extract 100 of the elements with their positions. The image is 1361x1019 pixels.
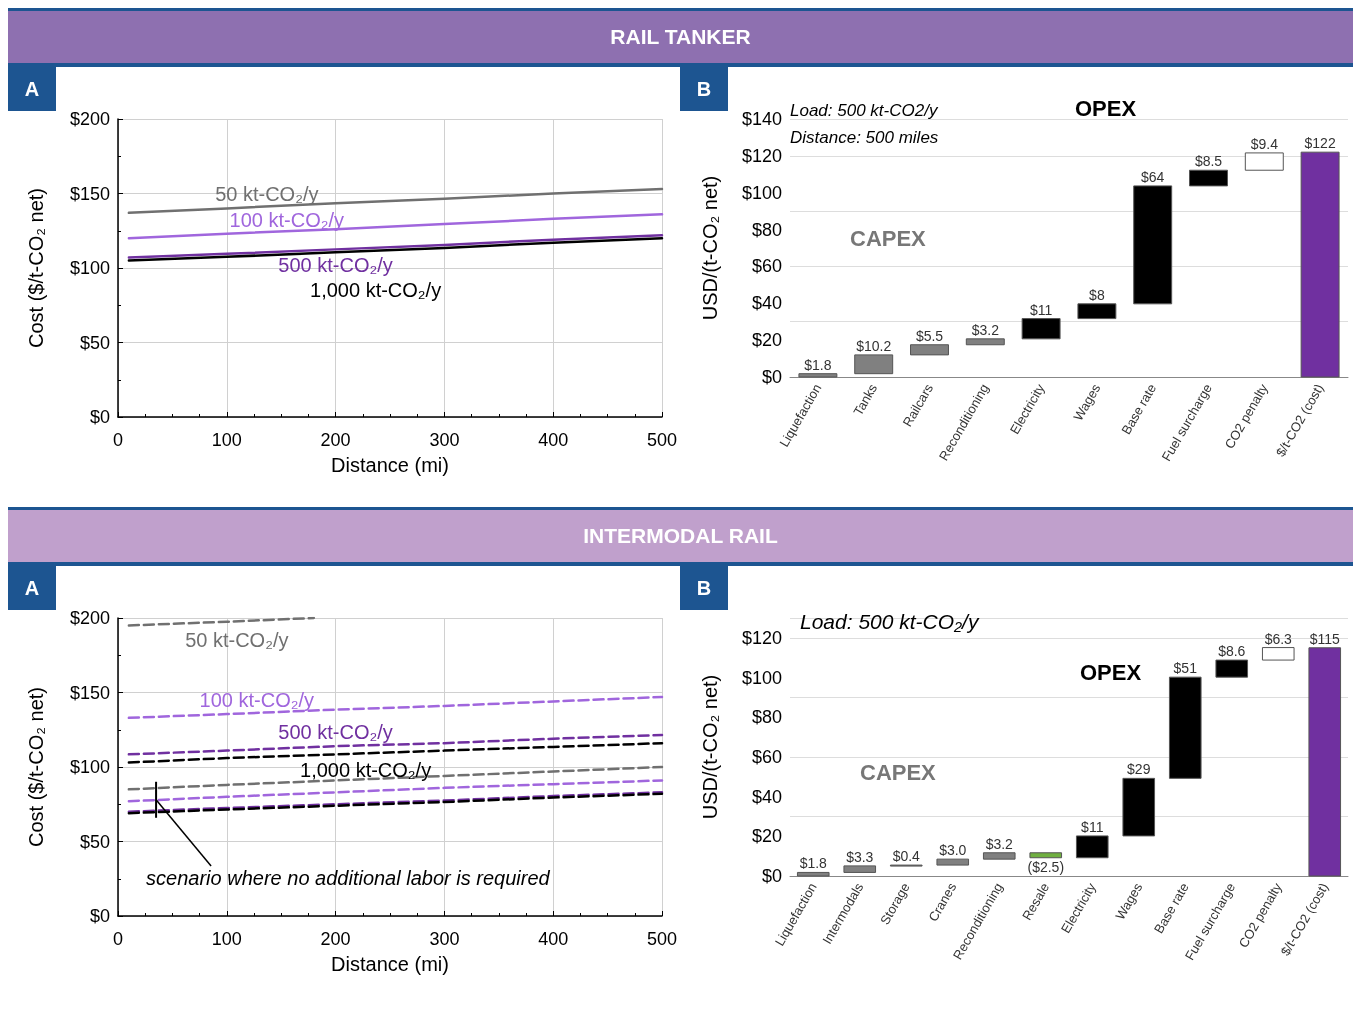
bar	[1215, 659, 1249, 678]
x-tick-label: 0	[112, 430, 124, 450]
annotation: CAPEX	[850, 225, 927, 251]
y-tick-label: $0	[761, 367, 782, 387]
y-tick-label: $200	[69, 109, 110, 129]
data-label: $8.6	[1218, 643, 1246, 660]
x-tick-label: 200	[320, 929, 351, 949]
x-tick-label: 100	[211, 430, 242, 450]
y-axis-title: Cost ($/t-CO₂ net)	[25, 686, 47, 848]
series-label: 1,000 kt-CO₂/y	[300, 759, 432, 782]
y-axis-title: Cost ($/t-CO₂ net)	[25, 187, 47, 349]
bar	[843, 865, 877, 873]
data-label: ($2.5)	[1027, 858, 1065, 875]
y-axis-title: USD/(t-CO₂ net)	[699, 175, 721, 321]
data-label: $64	[1141, 168, 1165, 185]
y-tick-label: $50	[79, 332, 110, 353]
data-label: $8.5	[1194, 153, 1223, 170]
bar	[1075, 835, 1109, 859]
y-tick-label: $0	[761, 866, 782, 886]
series-label: 1,000 kt-CO₂/y	[310, 279, 442, 302]
y-tick-label: $140	[741, 109, 782, 129]
data-label: $51	[1173, 660, 1198, 677]
series-label: 100 kt-CO₂/y	[229, 208, 345, 231]
y-tick-label: $60	[751, 746, 782, 767]
annotation: Load: 500 kt-CO₂/y	[800, 610, 980, 633]
chart-subtitle: A	[8, 566, 56, 610]
y-tick-label: $150	[69, 183, 110, 204]
y-tick-label: $100	[741, 182, 782, 203]
y-tick-label: $50	[79, 831, 110, 852]
y-tick-label: $100	[741, 667, 782, 688]
x-axis-title: Distance (mi)	[331, 953, 449, 975]
data-label: $29	[1127, 761, 1151, 778]
data-label: $1.8	[799, 855, 828, 872]
data-label: $3.2	[971, 321, 1000, 338]
y-tick-label: $150	[69, 682, 110, 703]
x-tick-label: 100	[211, 929, 242, 949]
bar	[965, 338, 1005, 346]
y-tick-label: $20	[751, 826, 782, 847]
y-axis-title: USD/(t-CO₂ net)	[699, 674, 721, 820]
data-label: $122	[1304, 135, 1336, 152]
y-tick-label: $0	[89, 407, 110, 427]
y-tick-label: $40	[751, 293, 782, 314]
data-label: $1.8	[804, 356, 832, 373]
bar	[1077, 303, 1117, 320]
y-tick-label: $80	[751, 707, 782, 728]
bar	[1168, 676, 1202, 779]
chart-subtitle: B	[680, 566, 728, 610]
bar	[1244, 152, 1284, 171]
annotation: Load: 500 kt-CO2/y	[790, 101, 939, 120]
data-label: $3.2	[985, 835, 1014, 852]
bar	[982, 852, 1016, 860]
annotation: Distance: 500 miles	[790, 128, 939, 147]
x-tick-label: 200	[320, 430, 351, 450]
x-tick-label: 400	[538, 929, 569, 949]
series-label: 500 kt-CO₂/y	[278, 254, 393, 277]
line-series	[127, 779, 664, 803]
series-label: 50 kt-CO₂/y	[185, 628, 289, 651]
series-label: 100 kt-CO₂/y	[199, 689, 315, 712]
bar	[854, 354, 894, 375]
data-label: $11	[1081, 818, 1104, 835]
y-tick-label: $0	[89, 906, 110, 926]
y-tick-label: $80	[751, 219, 782, 240]
x-tick-label: 0	[112, 929, 124, 949]
chart-subtitle: A	[8, 67, 56, 111]
chart-subtitle: B	[680, 67, 728, 111]
x-tick-label: 300	[429, 929, 460, 949]
data-label: $0.4	[892, 848, 921, 865]
data-label: $5.5	[915, 327, 944, 344]
data-label: $3.3	[846, 848, 874, 865]
bar	[1261, 647, 1295, 661]
x-tick-label: 500	[646, 929, 678, 949]
data-label: $6.3	[1264, 630, 1293, 647]
data-label: $8	[1089, 286, 1105, 303]
x-axis-title: Distance (mi)	[331, 454, 449, 476]
bar	[1029, 852, 1063, 859]
x-tick-label: 300	[429, 430, 460, 450]
line-series	[127, 213, 664, 240]
bar	[1189, 169, 1228, 187]
series-label: 500 kt-CO₂/y	[278, 721, 393, 744]
y-tick-label: $100	[69, 757, 110, 777]
data-label: $11	[1029, 301, 1053, 318]
bar	[910, 344, 949, 356]
annotation: CAPEX	[860, 759, 937, 785]
y-tick-label: $60	[751, 256, 782, 277]
bar	[1133, 185, 1173, 305]
data-label: $9.4	[1250, 135, 1279, 152]
chart-title: INTERMODAL RAIL	[8, 507, 1353, 566]
chart-title: RAIL TANKER	[8, 8, 1353, 67]
bar	[1122, 777, 1156, 837]
data-label: $3.0	[939, 842, 967, 859]
bar	[1021, 318, 1061, 340]
y-tick-label: $20	[751, 330, 782, 351]
annotation: scenario where no additional labor is required	[146, 867, 551, 889]
bar	[1308, 647, 1342, 877]
data-label: $115	[1309, 630, 1341, 647]
y-tick-label: $40	[751, 786, 782, 807]
annotation: OPEX	[1075, 95, 1137, 121]
x-tick-label: 400	[538, 430, 569, 450]
y-tick-label: $120	[741, 627, 782, 648]
series-label: 50 kt-CO₂/y	[215, 183, 319, 206]
